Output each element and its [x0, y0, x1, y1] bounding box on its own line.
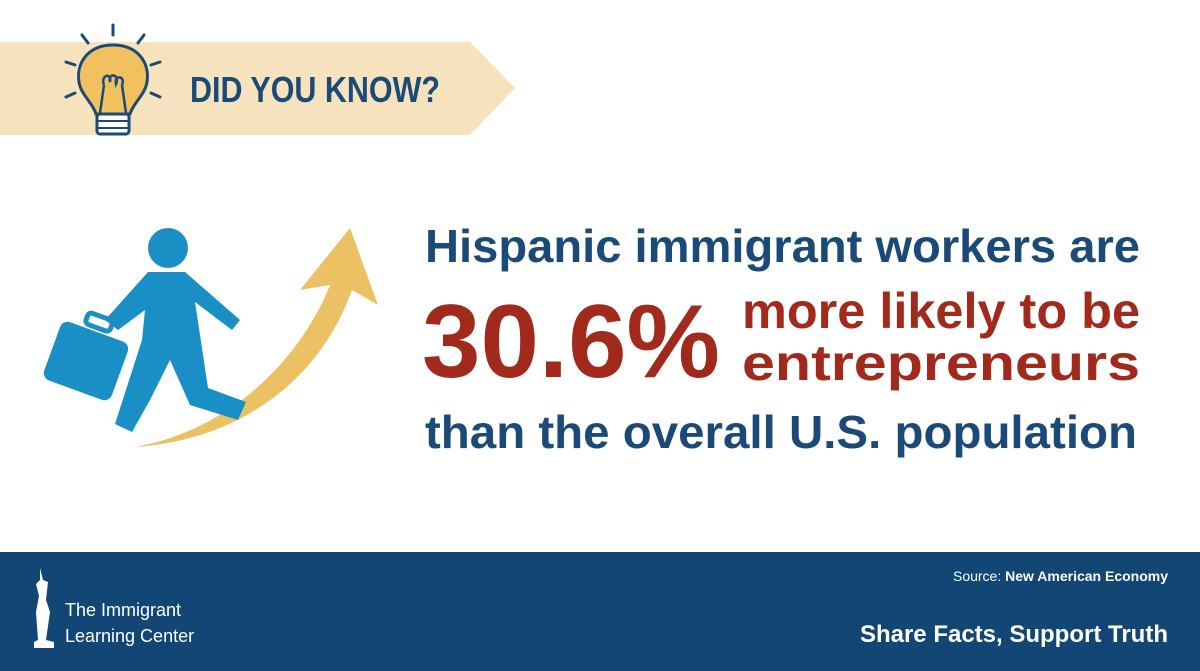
org-name-line-2: Learning Center	[65, 626, 194, 646]
org-name-line-1: The Immigrant	[65, 600, 181, 620]
fact-line-3: than the overall U.S. population	[425, 406, 1137, 458]
source: Source: New American Economy	[953, 568, 1168, 584]
fact-stat: 30.6%	[422, 284, 720, 400]
fact-line-2a: more likely to be	[742, 283, 1140, 339]
footer-bar	[0, 552, 1200, 671]
fact-line-2b: entrepreneurs	[742, 335, 1140, 391]
lightbulb-icon	[64, 23, 162, 136]
growth-illustration	[43, 228, 378, 447]
source-name: New American Economy	[1005, 568, 1168, 584]
fact-line-1: Hispanic immigrant workers are	[425, 220, 1140, 272]
statue-icon	[34, 568, 54, 648]
tagline: Share Facts, Support Truth	[860, 621, 1168, 648]
source-label: Source:	[953, 568, 1001, 584]
banner-label: DID YOU KNOW?	[190, 69, 440, 110]
